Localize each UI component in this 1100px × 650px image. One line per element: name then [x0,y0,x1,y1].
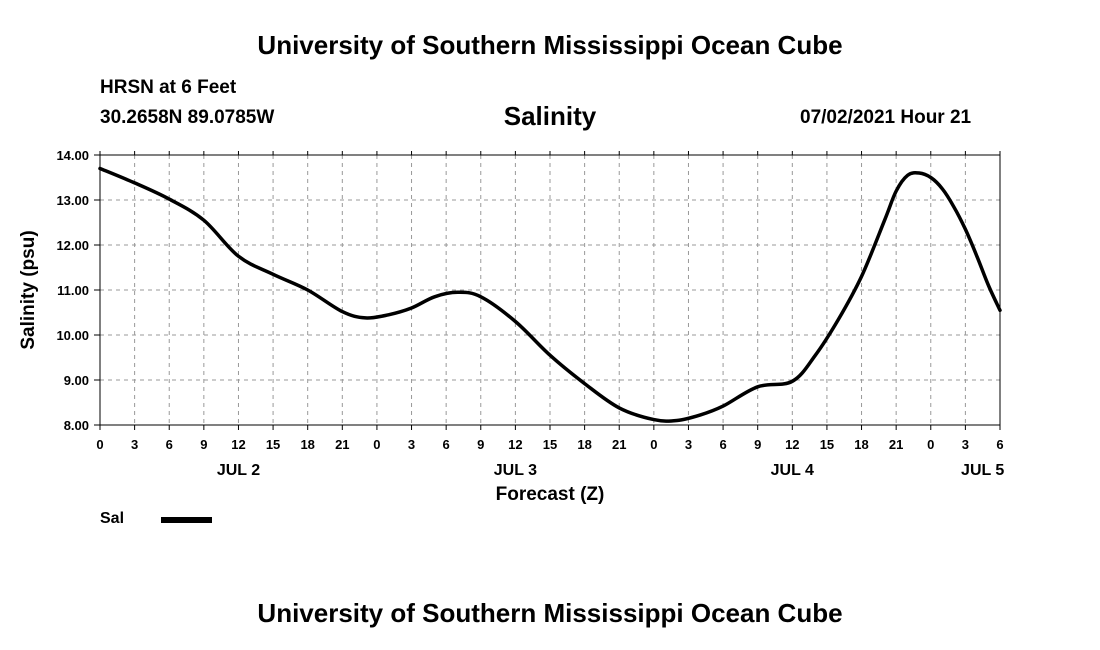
grid [100,155,1000,425]
footer-title: University of Southern Mississippi Ocean… [257,598,843,628]
y-tick-label: 8.00 [64,418,89,433]
x-tick-label: 3 [685,437,692,452]
x-tick-label: 15 [820,437,834,452]
x-tick-label: 18 [300,437,314,452]
x-tick-label: 3 [131,437,138,452]
date-label: JUL 2 [217,462,260,479]
x-tick-label: 18 [854,437,868,452]
x-tick-label: 3 [408,437,415,452]
chart-title: Salinity [503,101,597,131]
x-tick-label: 6 [443,437,450,452]
date-label: JUL 3 [494,462,537,479]
station-label: HRSN at 6 Feet [100,77,237,98]
legend-label: Sal [100,510,125,527]
x-axis-label: Forecast (Z) [496,484,605,505]
x-tick-label: 9 [477,437,484,452]
y-tick-label: 10.00 [56,328,89,343]
x-tick-label: 9 [200,437,207,452]
x-tick-label: 6 [996,437,1003,452]
series [98,166,1002,423]
x-tick-label: 9 [754,437,761,452]
axis-labels: 8.00 9.00 10.00 11.00 12.00 13.00 14.00 0 3 6 9 12 1… [18,148,1004,505]
x-tick-label: 0 [650,437,657,452]
x-tick-label: 21 [889,437,903,452]
x-tick-label: 12 [231,437,245,452]
date-label: JUL 5 [961,462,1004,479]
series-line-sal [98,166,1002,423]
x-tick-label: 3 [962,437,969,452]
axes [94,151,1001,430]
legend-line-swatch [161,517,212,523]
y-axis-label: Salinity (psu) [18,230,39,349]
x-tick-label: 12 [785,437,799,452]
y-tick-label: 9.00 [64,373,89,388]
x-tick-label: 18 [577,437,591,452]
y-tick-label: 11.00 [57,283,89,298]
coordinates-label: 30.2658N 89.0785W [100,107,275,128]
x-tick-label: 21 [612,437,626,452]
page-title: University of Southern Mississippi Ocean… [257,30,843,60]
date-label: JUL 4 [771,462,814,479]
y-tick-label: 12.00 [56,238,89,253]
x-tick-label: 15 [543,437,557,452]
y-tick-label: 14.00 [56,148,89,163]
y-tick-label: 13.00 [56,193,89,208]
x-tick-label: 15 [266,437,280,452]
x-tick-label: 12 [508,437,522,452]
x-tick-label: 0 [96,437,103,452]
x-tick-label: 6 [719,437,726,452]
x-tick-label: 0 [373,437,380,452]
x-tick-label: 21 [335,437,349,452]
forecast-datetime: 07/02/2021 Hour 21 [800,107,972,128]
x-tick-label: 6 [166,437,173,452]
x-tick-label: 0 [927,437,934,452]
plot-frame [99,154,1001,426]
